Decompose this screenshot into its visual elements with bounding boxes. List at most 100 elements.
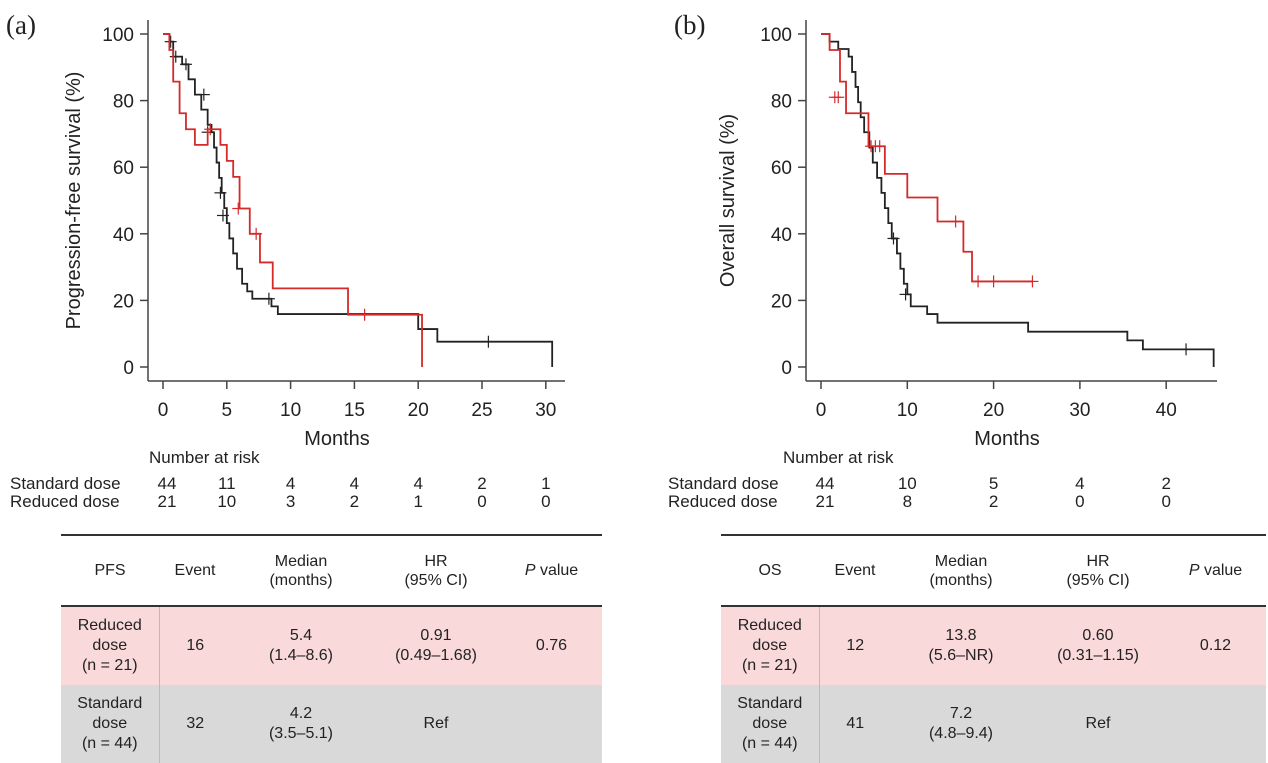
header-median: Median (months) xyxy=(929,552,993,589)
cell-event: 16 xyxy=(159,606,231,685)
censor-mark-reduced-dose xyxy=(204,123,217,136)
risk-count: 44 xyxy=(815,474,835,493)
cell-p-value xyxy=(1165,685,1266,763)
censor-mark-standard-dose xyxy=(164,35,177,48)
p-label: value xyxy=(1203,562,1243,579)
cell-p-value: 0.76 xyxy=(501,606,602,685)
cell-median: 5.4 (1.4–8.6) xyxy=(231,606,371,685)
censor-mark-standard-dose xyxy=(197,88,210,101)
km-chart-pfs: 0 20 40 60 80 100 0 5 10 15 20 25 30 Months Progressio… xyxy=(63,20,565,450)
p-label: value xyxy=(539,562,579,579)
x-tick-label: 15 xyxy=(344,400,365,421)
x-axis-label: Months xyxy=(974,428,1040,450)
risk-count: 0 xyxy=(541,492,551,511)
cell-p-value: 0.12 xyxy=(1165,606,1266,685)
risk-count: 1 xyxy=(413,492,423,511)
header-hr: HR (95% CI) xyxy=(404,552,468,589)
table-row-reduced: Reduced dose (n = 21) 12 13.8 (5.6–NR) 0… xyxy=(721,606,1266,685)
y-axis-label: Progression-free survival (%) xyxy=(63,72,85,330)
x-tick-label: 30 xyxy=(535,400,556,421)
risk-table-title: Number at risk xyxy=(783,448,894,467)
y-tick-label: 100 xyxy=(102,25,134,46)
panel-label-b: (b) xyxy=(674,10,706,40)
risk-count: 10 xyxy=(897,474,917,493)
summary-table-pfs: PFS Event Median (months) HR (95% CI) P … xyxy=(61,534,602,763)
cell-hr: Ref xyxy=(1031,685,1165,763)
header-endpoint: PFS xyxy=(94,562,126,579)
header-p-value: P value xyxy=(501,535,602,606)
risk-count: 21 xyxy=(157,492,177,511)
risk-count: 4 xyxy=(285,474,296,493)
km-curve-standard-dose xyxy=(163,33,554,367)
p-letter: P xyxy=(1188,562,1200,579)
cell-hr: Ref xyxy=(371,685,501,763)
km-curve-standard-dose xyxy=(821,33,1215,367)
header-hr: HR (95% CI) xyxy=(1066,552,1130,589)
y-tick-label: 20 xyxy=(771,291,792,312)
x-tick-label: 0 xyxy=(158,400,169,421)
y-tick-label: 60 xyxy=(771,158,792,179)
risk-count: 2 xyxy=(1161,474,1171,493)
risk-row-label-reduced: Reduced dose xyxy=(10,492,120,511)
cell-group: Reduced dose (n = 21) xyxy=(61,606,160,685)
x-tick-label: 30 xyxy=(1069,400,1090,421)
risk-count: 5 xyxy=(988,474,999,493)
risk-count: 21 xyxy=(815,492,835,511)
km-chart-os: 0 20 40 60 80 100 0 10 20 30 40 Months Overall survi… xyxy=(717,20,1217,450)
cell-median: 7.2 (4.8–9.4) xyxy=(891,685,1031,763)
x-tick-label: 20 xyxy=(983,400,1004,421)
summary-header-row: OS Event Median (months) HR (95% CI) P v… xyxy=(721,535,1266,606)
censor-mark-reduced-dose xyxy=(987,275,1000,288)
risk-count: 2 xyxy=(349,492,360,511)
risk-count: 1 xyxy=(541,474,551,493)
risk-count: 2 xyxy=(988,492,999,511)
p-letter: P xyxy=(524,562,536,579)
risk-count: 0 xyxy=(1161,492,1171,511)
header-median: Median (months) xyxy=(269,552,333,589)
censor-mark-standard-dose xyxy=(899,288,912,301)
censor-mark-reduced-dose xyxy=(873,140,886,153)
censor-mark-standard-dose xyxy=(1180,343,1193,356)
x-axis-label: Months xyxy=(304,428,370,450)
censor-mark-reduced-dose xyxy=(972,275,985,288)
table-row-standard: Standard dose (n = 44) 32 4.2 (3.5–5.1) … xyxy=(61,685,602,763)
risk-count: 4 xyxy=(349,474,360,493)
risk-count: 11 xyxy=(217,474,236,493)
x-tick-label: 10 xyxy=(897,400,918,421)
censor-mark-reduced-dose xyxy=(358,308,371,321)
censor-mark-standard-dose xyxy=(179,58,192,71)
cell-event: 32 xyxy=(159,685,231,763)
header-endpoint: OS xyxy=(758,562,782,579)
censor-mark-standard-dose xyxy=(216,209,229,222)
km-curve-reduced-dose xyxy=(821,33,1033,283)
risk-count: 2 xyxy=(477,474,487,493)
panel-label-a: (a) xyxy=(6,10,36,40)
y-tick-label: 40 xyxy=(771,225,792,246)
km-curve-reduced-dose xyxy=(163,33,423,367)
cell-p-value xyxy=(501,685,602,763)
y-tick-label: 60 xyxy=(113,158,134,179)
summary-table-os: OS Event Median (months) HR (95% CI) P v… xyxy=(721,534,1266,763)
y-tick-label: 100 xyxy=(760,25,792,46)
cell-median: 13.8 (5.6–NR) xyxy=(891,606,1031,685)
summary-header-row: PFS Event Median (months) HR (95% CI) P … xyxy=(61,535,602,606)
risk-count: 3 xyxy=(285,492,296,511)
cell-event: 41 xyxy=(819,685,891,763)
risk-count: 0 xyxy=(477,492,487,511)
censor-mark-standard-dose xyxy=(482,335,495,348)
risk-count: 4 xyxy=(413,474,423,493)
x-tick-label: 0 xyxy=(816,400,827,421)
y-axis-label: Overall survival (%) xyxy=(717,114,739,287)
y-tick-label: 20 xyxy=(113,291,134,312)
x-tick-label: 20 xyxy=(408,400,429,421)
risk-count: 10 xyxy=(217,492,237,511)
risk-count: 4 xyxy=(1075,474,1085,493)
censor-mark-standard-dose xyxy=(214,186,227,199)
risk-row-label-standard: Standard dose xyxy=(668,474,779,493)
censor-mark-standard-dose xyxy=(887,232,900,245)
cell-group: Standard dose (n = 44) xyxy=(61,685,160,763)
censor-mark-standard-dose xyxy=(262,292,275,305)
censor-mark-reduced-dose xyxy=(949,215,962,228)
y-tick-label: 0 xyxy=(123,358,134,379)
x-tick-label: 25 xyxy=(471,400,492,421)
